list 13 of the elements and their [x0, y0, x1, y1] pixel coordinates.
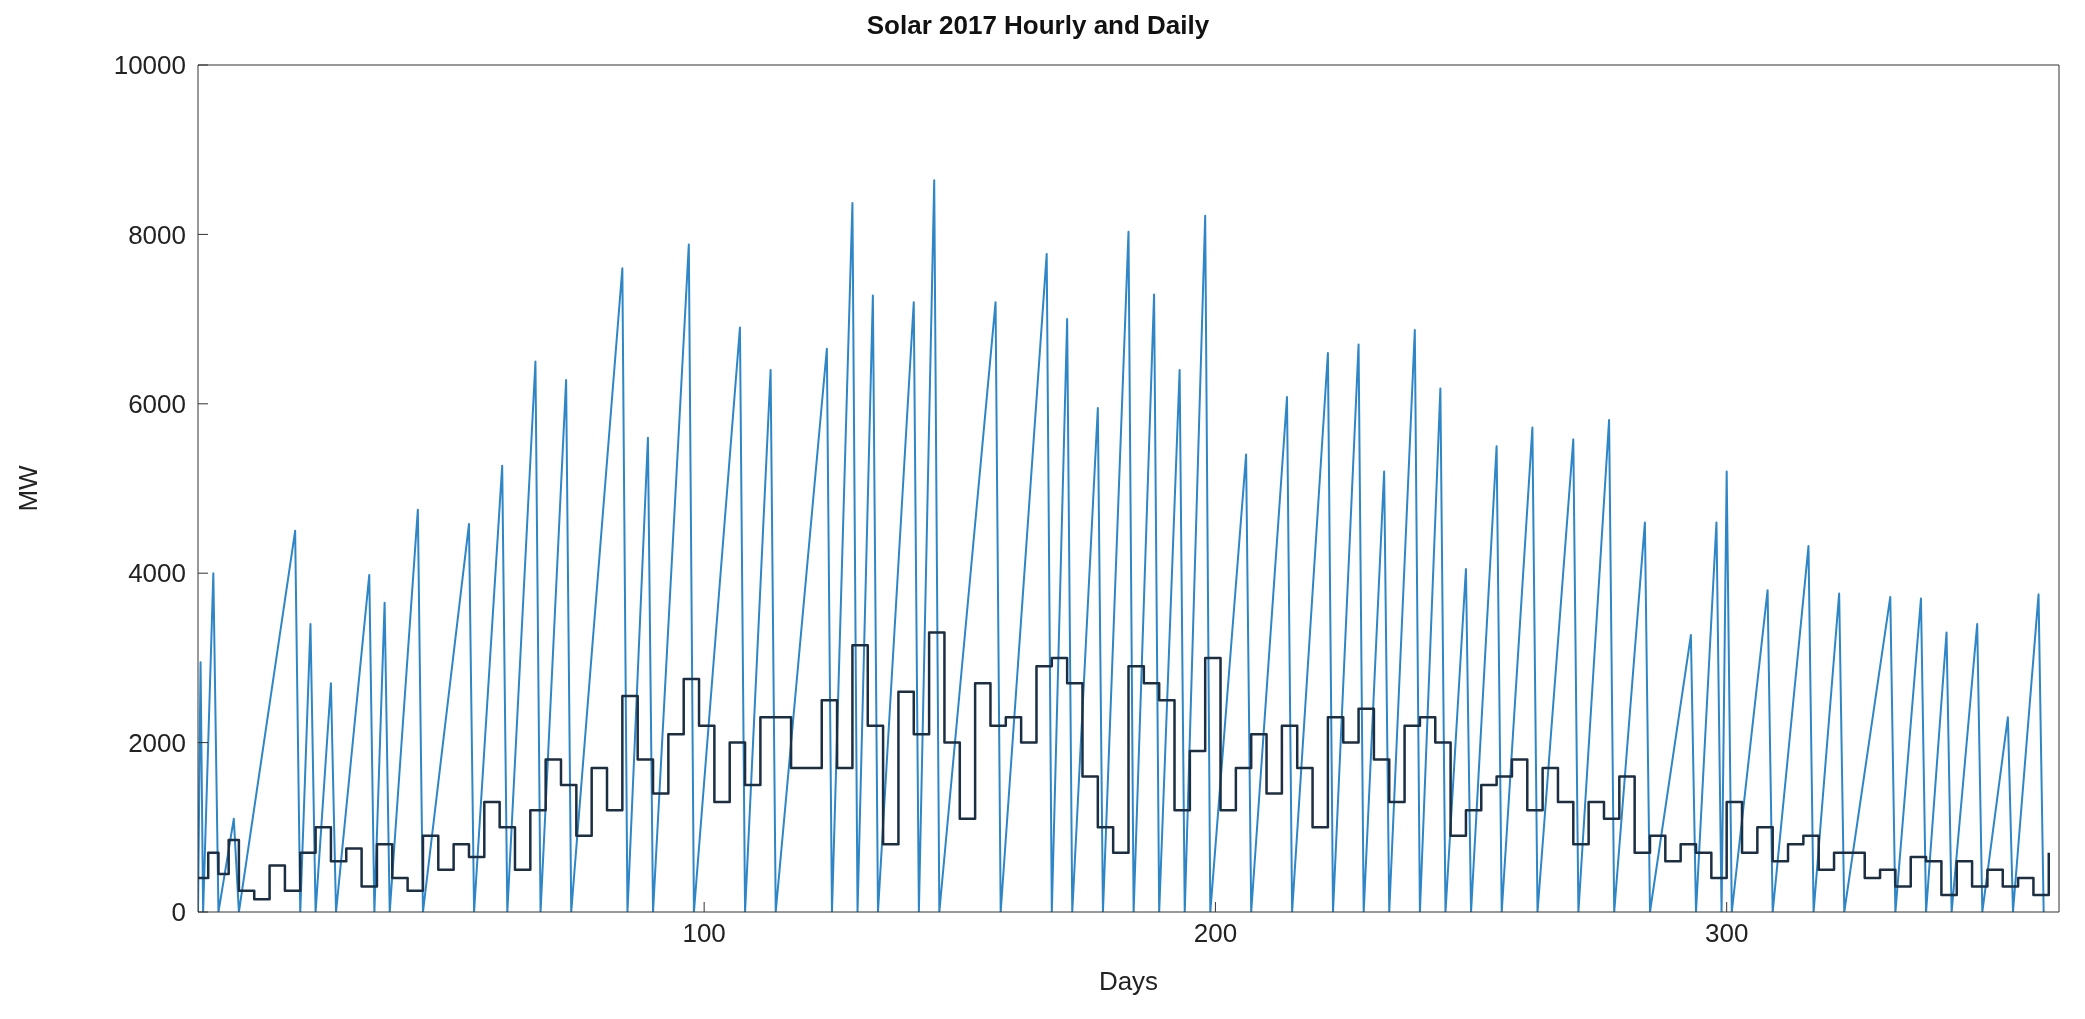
line-series [198, 179, 2045, 912]
x-tick-label: 300 [1704, 918, 1749, 949]
y-tick-label: 10000 [113, 50, 186, 81]
x-axis-title: Days [1098, 966, 1159, 996]
chart-title: Solar 2017 Hourly and Daily [865, 9, 1211, 42]
y-axis-title: MW [13, 464, 44, 512]
y-tick-label: 4000 [128, 558, 186, 589]
y-tick-label: 6000 [128, 389, 186, 420]
y-tick-label: 2000 [128, 727, 186, 758]
y-tick-label: 8000 [128, 219, 186, 250]
x-tick-label: 100 [682, 918, 726, 949]
x-tick-label: 200 [1193, 918, 1238, 949]
y-tick-label: 0 [171, 897, 186, 928]
